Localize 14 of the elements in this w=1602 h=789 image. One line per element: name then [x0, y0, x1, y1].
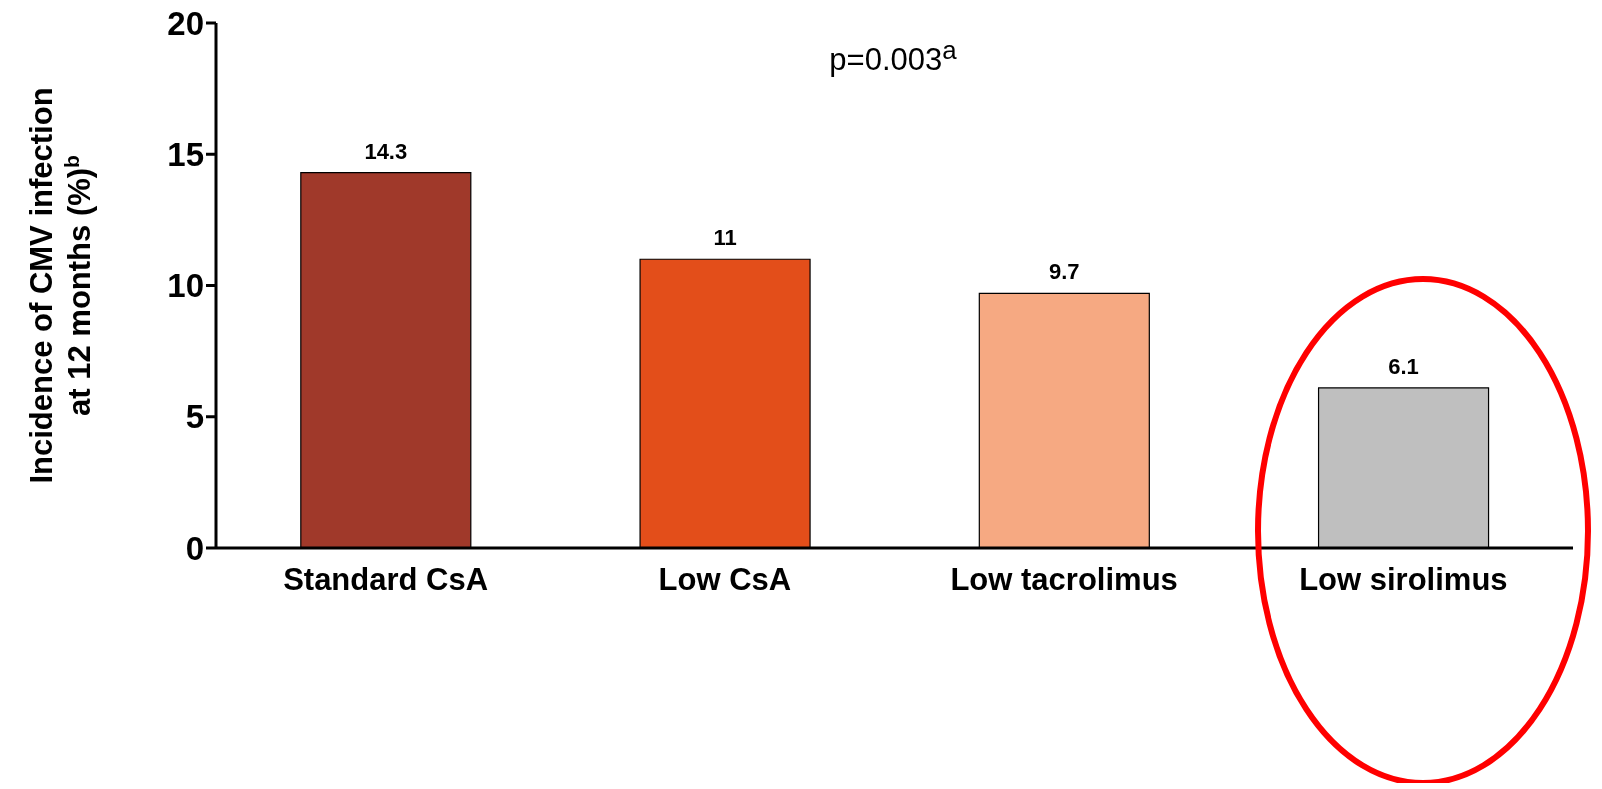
x-tick-label: Low tacrolimus [950, 562, 1178, 598]
data-label: 14.3 [364, 138, 408, 164]
y-tick-label: 5 [185, 398, 204, 436]
y-tick-label: 10 [167, 267, 204, 305]
y-tick-label: 0 [185, 529, 204, 567]
x-tick-label: Low CsA [658, 562, 792, 598]
x-tick-label: Standard CsA [283, 562, 489, 598]
y-tick-label: 20 [167, 4, 204, 42]
annotation: p=0.003$^{a}$ [828, 36, 958, 79]
data-label: 6.1 [1388, 353, 1419, 379]
data-label: 9.7 [1049, 259, 1080, 285]
y-tick-label: 15 [167, 135, 204, 173]
data-label: 11 [713, 225, 737, 251]
x-tick-label: Low sirolimus [1299, 562, 1508, 598]
